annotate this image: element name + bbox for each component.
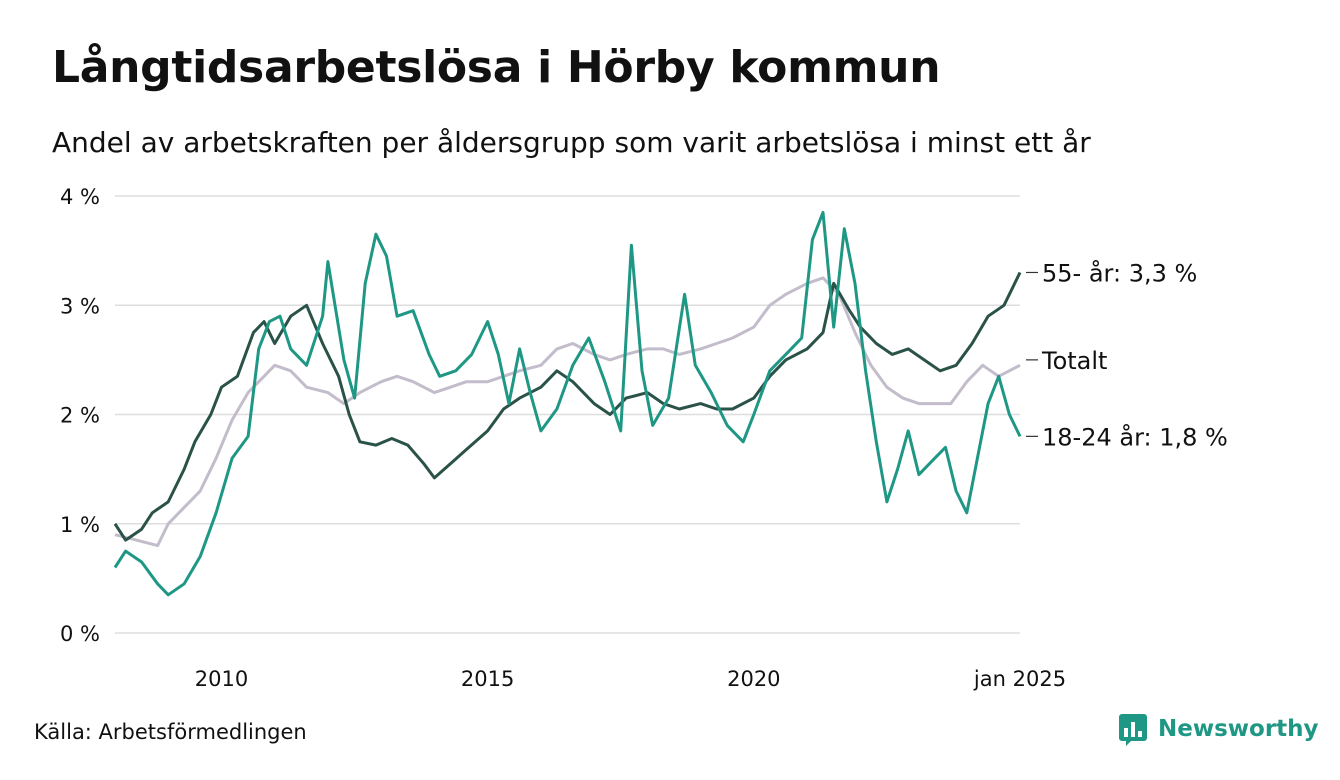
x-tick-label: jan 2025 xyxy=(973,667,1066,691)
series-line-total xyxy=(114,276,1021,548)
series-label-total: Totalt xyxy=(1041,347,1107,375)
series-line-age55 xyxy=(113,271,1022,542)
series-lines xyxy=(113,210,1022,597)
bar-chart-icon xyxy=(1119,714,1147,746)
chart-subtitle: Andel av arbetskraften per åldersgrupp s… xyxy=(52,126,1091,159)
brand-logo: Newsworthy xyxy=(1118,712,1319,746)
y-tick-label: 4 % xyxy=(60,185,100,209)
y-tick-label: 1 % xyxy=(60,513,100,537)
y-axis-ticks: 0 % 1 % 2 % 3 % 4 % xyxy=(60,185,100,646)
y-tick-label: 0 % xyxy=(60,622,100,646)
series-label-age1824: 18-24 år: 1,8 % xyxy=(1042,422,1228,451)
x-tick-label: 2015 xyxy=(461,667,514,691)
brand-name: Newsworthy xyxy=(1158,716,1319,742)
y-tick-label: 3 % xyxy=(60,294,100,318)
x-tick-label: 2020 xyxy=(727,667,780,691)
grid-lines xyxy=(115,195,1020,634)
chart-title: Långtidsarbetslösa i Hörby kommun xyxy=(52,42,941,93)
y-tick-label: 2 % xyxy=(60,404,100,428)
series-line-age1824 xyxy=(113,210,1022,597)
series-end-labels: Totalt 55- år: 3,3 % 18-24 år: 1,8 % xyxy=(1026,258,1228,451)
x-tick-label: 2010 xyxy=(195,667,248,691)
series-label-age55: 55- år: 3,3 % xyxy=(1042,258,1197,287)
source-note: Källa: Arbetsförmedlingen xyxy=(34,720,307,744)
x-axis-ticks: 2010 2015 2020 jan 2025 xyxy=(195,667,1066,691)
